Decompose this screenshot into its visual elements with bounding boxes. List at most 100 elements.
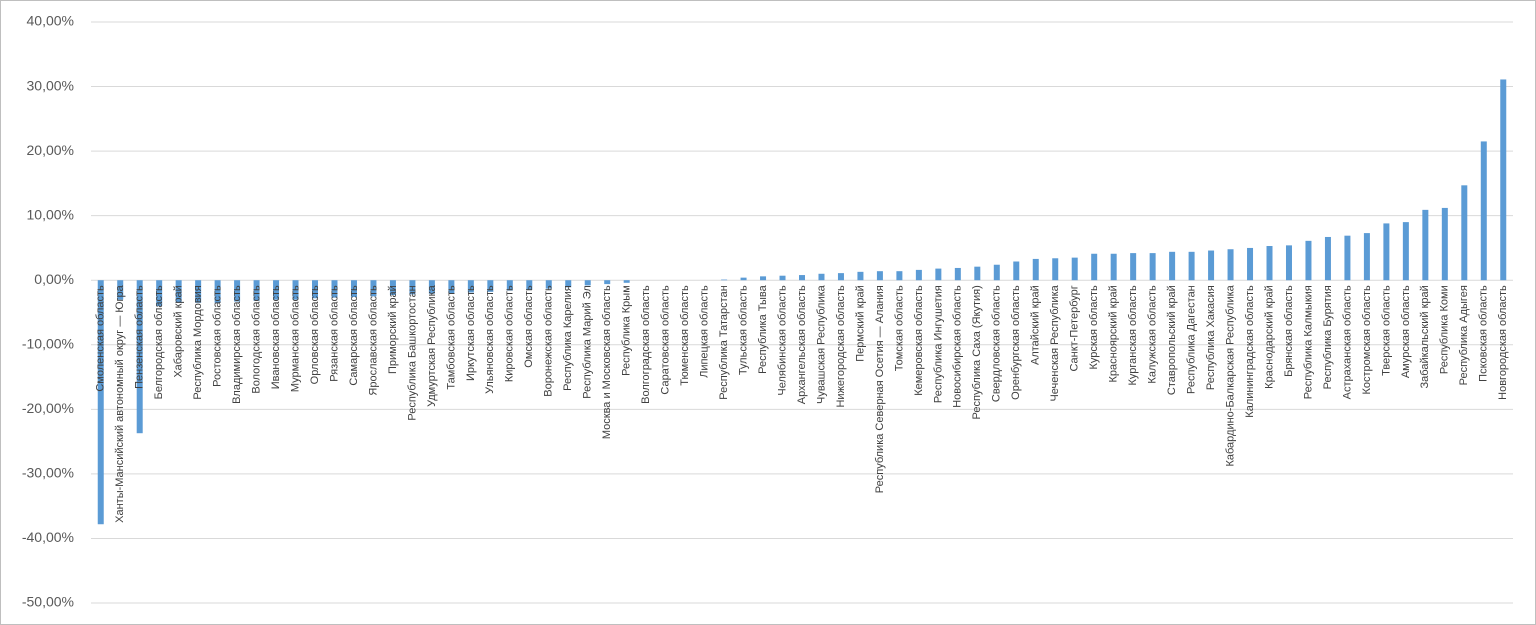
x-tick-label: Республика Карелия bbox=[562, 285, 574, 391]
y-tick-label: 30,00% bbox=[27, 77, 74, 93]
y-tick-label: -10,00% bbox=[22, 335, 74, 351]
bar bbox=[506, 280, 513, 291]
bar bbox=[1032, 258, 1039, 281]
bar bbox=[331, 280, 338, 298]
bar bbox=[584, 280, 591, 286]
x-tick-label: Нижегородская область bbox=[835, 285, 847, 408]
bar bbox=[721, 279, 728, 281]
bar bbox=[1227, 249, 1234, 281]
bar bbox=[389, 280, 396, 296]
x-tick-label: Вологодская область bbox=[250, 285, 262, 394]
x-tick-label: Оренбургская область bbox=[1010, 285, 1022, 400]
x-tick-label: Архангельская область bbox=[796, 285, 808, 404]
bar bbox=[993, 264, 1000, 281]
y-tick-label: -30,00% bbox=[22, 465, 74, 481]
bar bbox=[467, 280, 474, 293]
bar bbox=[1461, 185, 1468, 281]
bar bbox=[954, 267, 961, 281]
x-tick-label: Свердловская область bbox=[991, 285, 1003, 402]
bar bbox=[1208, 250, 1215, 281]
bar bbox=[448, 280, 455, 294]
bar bbox=[195, 280, 202, 303]
x-tick-label: Тверская область bbox=[1380, 285, 1392, 376]
x-tick-label: Пермский край bbox=[854, 285, 866, 362]
x-tick-label: Красноярский край bbox=[1108, 285, 1120, 382]
x-tick-label: Кировская область bbox=[504, 285, 516, 382]
bar bbox=[1305, 240, 1312, 281]
bar bbox=[1480, 141, 1487, 281]
x-tick-label: Ульяновская область bbox=[484, 285, 496, 394]
bar bbox=[1169, 251, 1176, 281]
bar bbox=[896, 271, 903, 281]
bar bbox=[779, 275, 786, 281]
x-tick-label: Владимирская область bbox=[231, 285, 243, 404]
x-tick-label: Волгоградская область bbox=[640, 285, 652, 404]
x-tick-label: Амурская область bbox=[1400, 285, 1412, 378]
x-tick-label: Удмуртская Республика bbox=[426, 284, 438, 407]
bar bbox=[1500, 79, 1507, 281]
x-tick-label: Республика Хакасия bbox=[1205, 285, 1217, 390]
x-tick-label: Тамбовская область bbox=[445, 285, 457, 390]
x-tick-label: Республика Северная Осетия — Алания bbox=[874, 285, 886, 493]
bar bbox=[292, 280, 299, 300]
bar bbox=[428, 280, 435, 294]
x-tick-label: Ростовская область bbox=[212, 285, 224, 387]
x-tick-label: Республика Татарстан bbox=[718, 285, 730, 400]
x-tick-label: Москва и Московская область bbox=[601, 285, 613, 439]
x-tick-label: Республика Саха (Якутия) bbox=[971, 285, 983, 419]
bar bbox=[623, 280, 630, 283]
bar bbox=[1247, 247, 1254, 281]
x-tick-label: Ярославская область bbox=[367, 285, 379, 396]
x-tick-label: Рязанская область bbox=[328, 285, 340, 382]
y-tick-label: 0,00% bbox=[34, 271, 74, 287]
bar bbox=[760, 276, 767, 281]
bar bbox=[1363, 233, 1370, 281]
bar bbox=[117, 280, 124, 300]
x-tick-label: Хабаровский край bbox=[173, 285, 185, 377]
x-tick-label: Чеченская Республика bbox=[1049, 284, 1061, 401]
bar bbox=[136, 280, 143, 434]
bar bbox=[876, 271, 883, 281]
x-tick-label: Кабардино-Балкарская Республика bbox=[1224, 284, 1236, 466]
bar bbox=[1091, 253, 1098, 281]
x-tick-label: Смоленская область bbox=[95, 285, 107, 392]
bar bbox=[409, 280, 416, 295]
x-tick-label: Тюменская область bbox=[679, 285, 691, 386]
x-tick-label: Приморский край bbox=[387, 285, 399, 374]
bar bbox=[1110, 253, 1117, 281]
x-tick-label: Санкт-Петербург bbox=[1069, 285, 1081, 371]
x-tick-label: Республика Ингушетия bbox=[932, 285, 944, 403]
x-tick-label: Челябинская область bbox=[776, 285, 788, 396]
y-tick-label: 40,00% bbox=[27, 13, 74, 29]
x-tick-label: Новгородская область bbox=[1497, 285, 1509, 400]
bar bbox=[935, 268, 942, 281]
x-tick-label: Республика Марий Эл bbox=[582, 285, 594, 398]
y-tick-label: 10,00% bbox=[27, 206, 74, 222]
bar bbox=[1149, 253, 1156, 281]
bar bbox=[312, 280, 319, 299]
x-tick-label: Краснодарский край bbox=[1263, 285, 1275, 389]
y-tick-label: -50,00% bbox=[22, 594, 74, 610]
bar bbox=[799, 275, 805, 281]
x-tick-label: Липецкая область bbox=[699, 285, 711, 378]
x-tick-label: Воронежская область bbox=[543, 285, 555, 397]
x-tick-label: Томская область bbox=[893, 285, 905, 371]
bar bbox=[740, 277, 747, 281]
x-tick-label: Республика Коми bbox=[1439, 285, 1451, 374]
x-tick-label: Мурманская область bbox=[289, 285, 301, 392]
bar bbox=[857, 271, 864, 281]
bar bbox=[1402, 222, 1409, 281]
bar bbox=[214, 280, 221, 303]
x-tick-label: Республика Калмыкия bbox=[1302, 285, 1314, 399]
x-tick-label: Омская область bbox=[523, 285, 535, 368]
x-tick-label: Пензенская область bbox=[134, 285, 146, 389]
bar bbox=[156, 280, 163, 307]
x-tick-label: Тульская область bbox=[737, 285, 749, 375]
bar bbox=[545, 280, 552, 289]
bar bbox=[273, 280, 280, 300]
bar bbox=[1013, 261, 1020, 281]
bar bbox=[974, 266, 981, 281]
x-tick-label: Республика Бурятия bbox=[1322, 285, 1334, 389]
x-tick-label: Орловская область bbox=[309, 285, 321, 384]
